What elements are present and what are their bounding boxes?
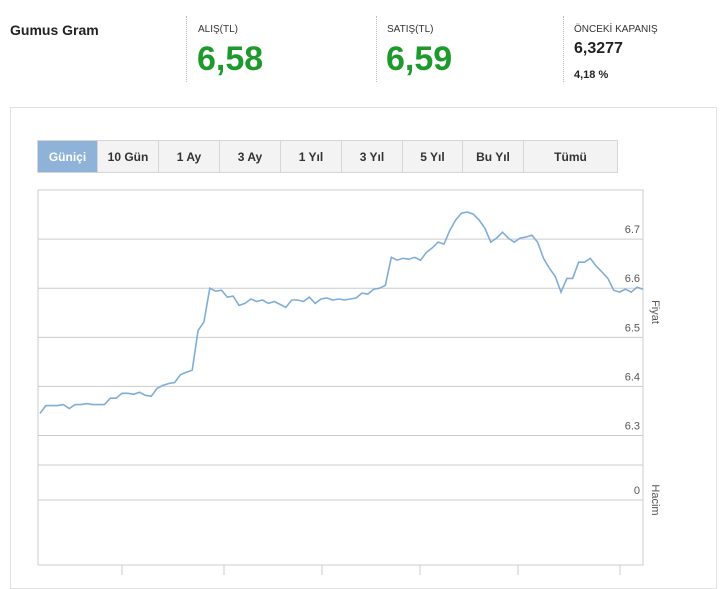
instrument-title: Gumus Gram [10, 22, 99, 38]
range-tab[interactable]: 10 Gün [97, 140, 159, 173]
range-tab[interactable]: 5 Yıl [402, 140, 463, 173]
range-tab[interactable]: 3 Yıl [341, 140, 403, 173]
separator [186, 16, 187, 82]
y-axis-label: Fiyat [649, 300, 661, 324]
price-line [39, 211, 644, 414]
x-ticks [121, 565, 621, 575]
range-tab[interactable]: Tümü [523, 140, 618, 173]
sell-label: SATIŞ(TL) [387, 24, 434, 35]
y-tick-label: 6.3 [625, 421, 640, 433]
buy-value: 6,58 [197, 40, 264, 78]
y-tick-label: 6.4 [625, 371, 640, 383]
y-tick-label: 6.5 [625, 322, 640, 334]
range-tab[interactable]: Güniçi [37, 140, 98, 173]
range-tab[interactable]: 1 Ay [158, 140, 220, 173]
separator [376, 16, 377, 82]
plot-frame [37, 189, 644, 566]
range-tab[interactable]: Bu Yıl [462, 140, 524, 173]
prev-close-label: ÖNCEKİ KAPANIŞ [574, 24, 658, 35]
buy-label: ALIŞ(TL) [198, 24, 239, 35]
separator [563, 16, 564, 82]
y-tick-label: 6.6 [625, 273, 640, 285]
range-tab[interactable]: 1 Yıl [280, 140, 342, 173]
volume-axis-label: Hacim [649, 484, 661, 515]
change: 4,18 % [574, 69, 609, 81]
volume-tick-label: 0 [634, 485, 640, 497]
sell-value: 6,59 [386, 40, 453, 78]
range-tab[interactable]: 3 Ay [219, 140, 281, 173]
prev-close-value: 6,3277 [574, 40, 623, 57]
y-tick-label: 6.7 [625, 224, 640, 236]
